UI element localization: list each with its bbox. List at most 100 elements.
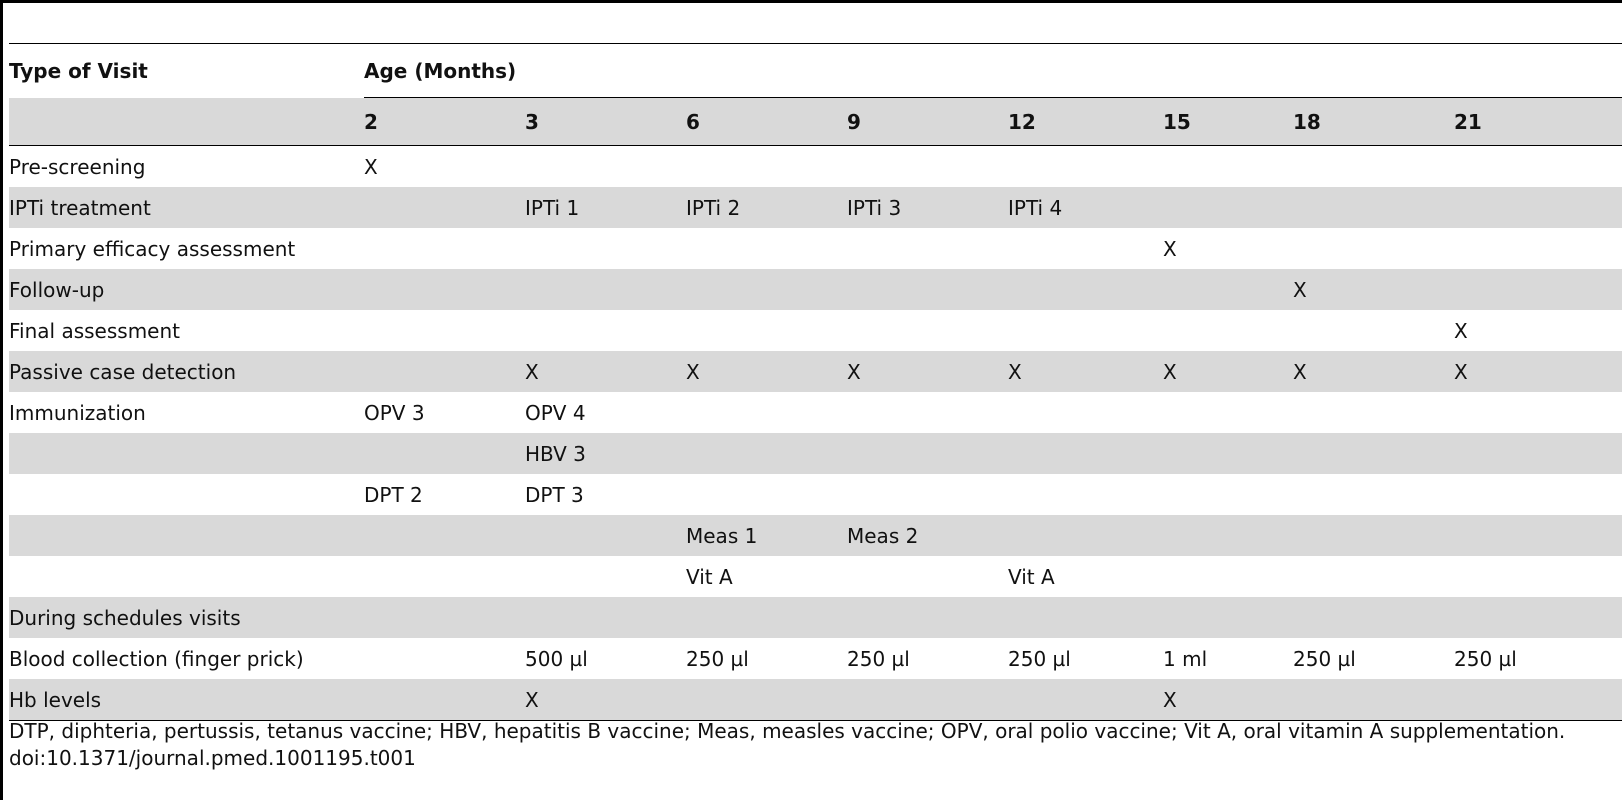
table-row: Pre-screening X: [9, 146, 1622, 188]
row-label-cell: [9, 474, 364, 515]
table-row: Vit A Vit A: [9, 556, 1622, 597]
table-cell: Vit A: [686, 564, 733, 589]
top-border-rule: [0, 0, 1622, 3]
table-row: HBV 3: [9, 433, 1622, 474]
header-corner-cell: [9, 97, 364, 146]
header-row-ages: 2 3 6 9 12 15 18 21: [9, 97, 1622, 146]
header-row-groups: Type of Visit Age (Months): [9, 43, 1622, 98]
table-cell: X: [1163, 236, 1177, 261]
table-cell: [686, 228, 847, 269]
table-row: Immunization OPV 3 OPV 4: [9, 392, 1622, 433]
table-cell: [364, 515, 525, 556]
table-cell: X: [686, 351, 847, 392]
table-cell: [1454, 433, 1622, 474]
table-body: Pre-screening X IPTi treatment IPTi 1 IPTi 2…: [9, 146, 1622, 721]
table-cell: [1454, 474, 1622, 515]
table-cell: HBV 3: [525, 433, 686, 474]
age-header-cell: 2: [364, 97, 525, 146]
table-cell: Vit A: [1008, 564, 1055, 589]
table-cell: [1293, 228, 1454, 269]
table-cell: X: [1454, 351, 1622, 392]
table-cell: [364, 638, 525, 679]
table-cell: DPT 3: [525, 482, 584, 507]
table-row: Passive case detection X X X X X X X: [9, 351, 1622, 392]
table-cell: [1008, 392, 1163, 433]
table-cell: [686, 146, 847, 188]
table-cell: [1163, 474, 1293, 515]
table-cell: [1454, 269, 1622, 310]
table-cell: [847, 679, 1008, 721]
table-cell: X: [525, 679, 686, 721]
table-cell: [1008, 597, 1163, 638]
table-cell: [1008, 474, 1163, 515]
age-header-cell: 15: [1163, 97, 1293, 146]
table-cell: IPTi 3: [847, 187, 1008, 228]
table-cell: [1293, 433, 1454, 474]
table-cell: [1293, 187, 1454, 228]
row-label-cell: Hb levels: [9, 679, 364, 721]
row-label-cell: Blood collection (finger prick): [9, 646, 304, 671]
table-cell: [1454, 187, 1622, 228]
table-cell: IPTi 1: [525, 187, 686, 228]
table-cell: [1293, 474, 1454, 515]
table-cell: [847, 269, 1008, 310]
table-cell: OPV 3: [364, 400, 425, 425]
table-footnote: DTP, diphteria, pertussis, tetanus vacci…: [9, 718, 1609, 772]
doi-note: doi:10.1371/journal.pmed.1001195.t001: [9, 746, 416, 770]
table-cell: 250 µl: [1454, 646, 1517, 671]
table-cell: [1454, 392, 1622, 433]
table-cell: [686, 433, 847, 474]
age-header-cell: 6: [686, 97, 847, 146]
table-cell: [1454, 556, 1622, 597]
table-cell: [1163, 146, 1293, 188]
table-cell: [1008, 146, 1163, 188]
table-cell: [1163, 269, 1293, 310]
table-cell: [1293, 392, 1454, 433]
table-cell: [847, 597, 1008, 638]
visit-schedule-table: Type of Visit Age (Months) 2 3 6 9 12 15…: [9, 43, 1622, 721]
age-header-cell: 12: [1008, 97, 1163, 146]
type-of-visit-header: Type of Visit: [9, 43, 364, 98]
age-months-header: Age (Months): [364, 43, 1622, 98]
table-cell: [847, 228, 1008, 269]
table-cell: [1293, 556, 1454, 597]
table-cell: [1008, 228, 1163, 269]
table-cell: [364, 433, 525, 474]
schedule-table-container: Type of Visit Age (Months) 2 3 6 9 12 15…: [9, 43, 1622, 721]
age-header-cell: 18: [1293, 97, 1454, 146]
table-cell: X: [1293, 269, 1454, 310]
table-cell: [525, 515, 686, 556]
table-cell: IPTi 4: [1008, 187, 1163, 228]
row-label-cell: Final assessment: [9, 318, 180, 343]
table-cell: [1163, 515, 1293, 556]
table-cell: 500 µl: [525, 646, 588, 671]
table-cell: [1008, 679, 1163, 721]
left-border-rule: [0, 0, 3, 800]
table-cell: [364, 269, 525, 310]
table-cell: 250 µl: [847, 646, 910, 671]
table-cell: [1008, 310, 1163, 351]
table-cell: [1163, 310, 1293, 351]
table-cell: [1008, 433, 1163, 474]
table-cell: [364, 187, 525, 228]
table-cell: [1008, 269, 1163, 310]
table-cell: [525, 269, 686, 310]
table-cell: [1293, 679, 1454, 721]
table-cell: [364, 679, 525, 721]
age-header-cell: 3: [525, 97, 686, 146]
table-cell: [364, 228, 525, 269]
row-label-cell: Follow-up: [9, 269, 364, 310]
table-cell: [364, 597, 525, 638]
table-cell: [1163, 433, 1293, 474]
table-cell: [364, 351, 525, 392]
table-cell: 250 µl: [686, 646, 749, 671]
table-row: Blood collection (finger prick) 500 µl 250…: [9, 638, 1622, 679]
table-cell: [1454, 679, 1622, 721]
table-row: Hb levels X X: [9, 679, 1622, 721]
row-label-cell: Pre-screening: [9, 154, 146, 179]
table-row: IPTi treatment IPTi 1 IPTi 2 IPTi 3 IPTi 4: [9, 187, 1622, 228]
table-row: Primary efficacy assessment X: [9, 228, 1622, 269]
row-label-cell: [9, 433, 364, 474]
table-cell: [1293, 146, 1454, 188]
table-cell: OPV 4: [525, 400, 586, 425]
